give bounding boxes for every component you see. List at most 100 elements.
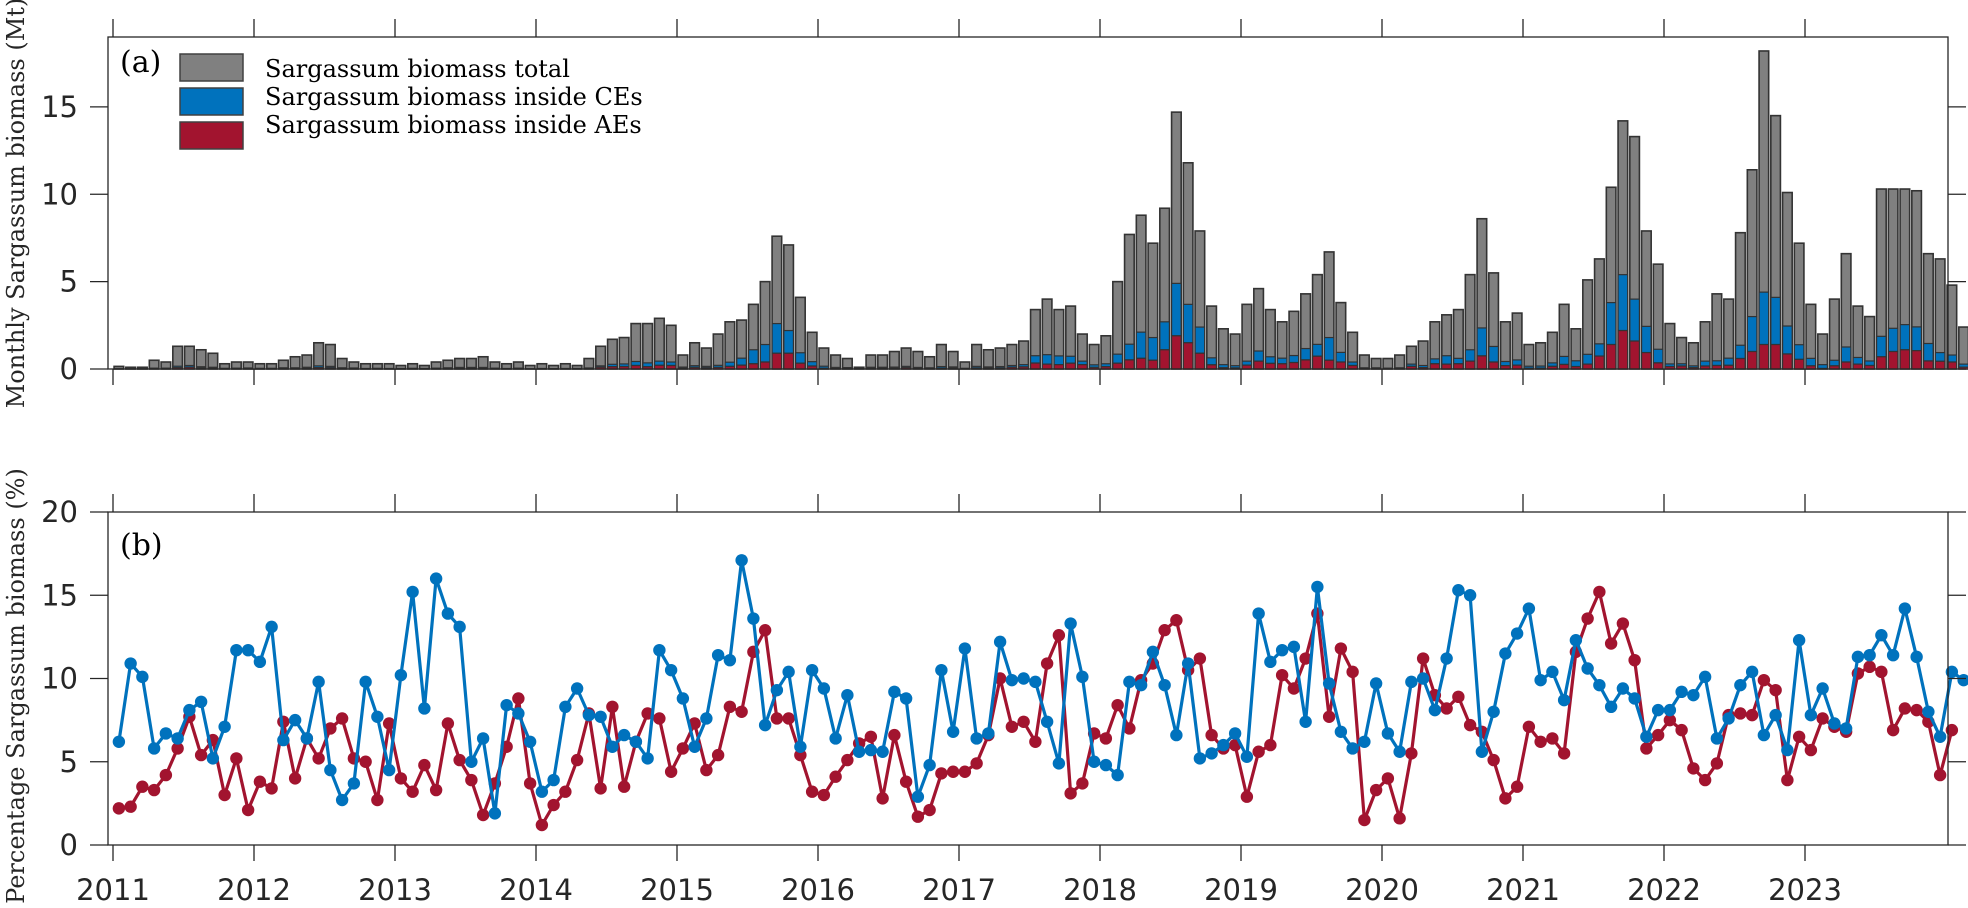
bar-total	[1241, 303, 1253, 370]
bar-aes	[1276, 363, 1288, 370]
bar-aes	[1758, 343, 1770, 370]
bar-aes	[1840, 361, 1852, 370]
data-point	[617, 780, 631, 793]
bar-ces	[794, 352, 806, 364]
data-point	[288, 713, 302, 727]
data-point	[112, 735, 126, 748]
data-point	[1228, 727, 1242, 740]
data-point	[700, 712, 713, 725]
bar-aes	[1264, 362, 1276, 370]
y-tick-label: 5	[60, 745, 78, 779]
data-point	[1522, 602, 1536, 615]
data-point	[1334, 725, 1348, 738]
bar-aes	[1934, 360, 1946, 370]
data-point	[1898, 702, 1912, 715]
bar-aes	[1476, 355, 1488, 370]
data-point	[1358, 735, 1371, 748]
data-point	[535, 785, 549, 798]
data-point	[1146, 645, 1160, 659]
data-point	[1252, 607, 1265, 620]
panel-a-frame	[107, 36, 1949, 370]
data-point	[770, 712, 784, 725]
data-point	[1499, 792, 1512, 805]
data-point	[711, 748, 725, 762]
data-point	[1722, 712, 1735, 725]
bar-total	[172, 345, 184, 370]
panel-b-lines	[112, 554, 1968, 832]
bar-ces	[1041, 354, 1053, 365]
data-point	[805, 785, 819, 798]
data-point	[1052, 629, 1066, 642]
data-point	[1287, 640, 1301, 654]
y-tick-label: 10	[41, 177, 78, 211]
data-point	[500, 698, 513, 712]
data-point	[711, 648, 725, 662]
data-point	[1863, 648, 1876, 662]
data-point	[559, 700, 572, 714]
data-point	[488, 807, 502, 820]
data-point	[1792, 730, 1806, 743]
bar-aes	[1323, 359, 1335, 370]
bar-aes	[783, 352, 795, 370]
data-point	[230, 643, 243, 657]
data-point	[911, 790, 925, 803]
data-point	[547, 798, 560, 812]
data-point	[371, 793, 384, 807]
data-point	[359, 675, 372, 689]
data-point	[1687, 688, 1700, 702]
bar-total	[912, 350, 924, 370]
data-point	[1863, 660, 1876, 674]
bar-aes	[1300, 359, 1312, 370]
data-point	[1698, 773, 1712, 787]
data-point	[1240, 750, 1254, 763]
data-point	[559, 785, 572, 798]
bar-ces	[1746, 315, 1758, 353]
bar-total	[1358, 354, 1370, 370]
data-point	[899, 775, 913, 788]
data-point	[347, 777, 361, 790]
data-point	[982, 727, 995, 740]
bar-ces	[1335, 351, 1347, 363]
bar-ces	[1276, 357, 1288, 365]
data-point	[1757, 728, 1771, 742]
data-point	[159, 727, 173, 740]
data-point	[1240, 790, 1254, 803]
data-point	[876, 745, 889, 758]
bar-aes	[1170, 335, 1182, 370]
x-tick-label: 2012	[217, 873, 291, 907]
data-point	[864, 730, 878, 743]
data-point	[171, 732, 184, 745]
bar-total	[1664, 322, 1676, 370]
bar-aes	[1452, 363, 1464, 370]
panel-a-label: (a)	[120, 45, 161, 80]
bar-aes	[759, 361, 771, 370]
data-point	[218, 788, 231, 802]
data-point	[1087, 755, 1101, 768]
data-point	[641, 752, 654, 765]
panel-b: 2011 2012 2013 2014 2015 2016 2017 2018 2019 2020…	[2, 468, 1968, 907]
bar-aes	[1593, 355, 1605, 370]
x-tick-label: 2011	[76, 873, 150, 907]
data-point	[723, 653, 737, 667]
data-point	[1475, 745, 1489, 758]
data-point	[1358, 813, 1371, 827]
data-point	[735, 705, 748, 718]
bar-total	[313, 341, 325, 370]
bar-aes	[1159, 349, 1171, 370]
data-point	[1017, 672, 1030, 685]
data-point	[1181, 657, 1195, 670]
bar-total	[1394, 354, 1406, 370]
bar-total	[1958, 326, 1968, 370]
bar-ces	[1617, 274, 1629, 332]
bar-ces	[1112, 353, 1124, 364]
data-point	[265, 782, 278, 795]
data-point	[1922, 705, 1935, 718]
data-point	[747, 612, 760, 625]
data-point	[1322, 677, 1336, 690]
data-point	[700, 763, 713, 777]
data-point	[1017, 715, 1030, 728]
data-point	[1487, 705, 1500, 718]
bar-aes	[1652, 362, 1664, 370]
bar-aes	[1629, 340, 1641, 370]
data-point	[183, 703, 196, 717]
